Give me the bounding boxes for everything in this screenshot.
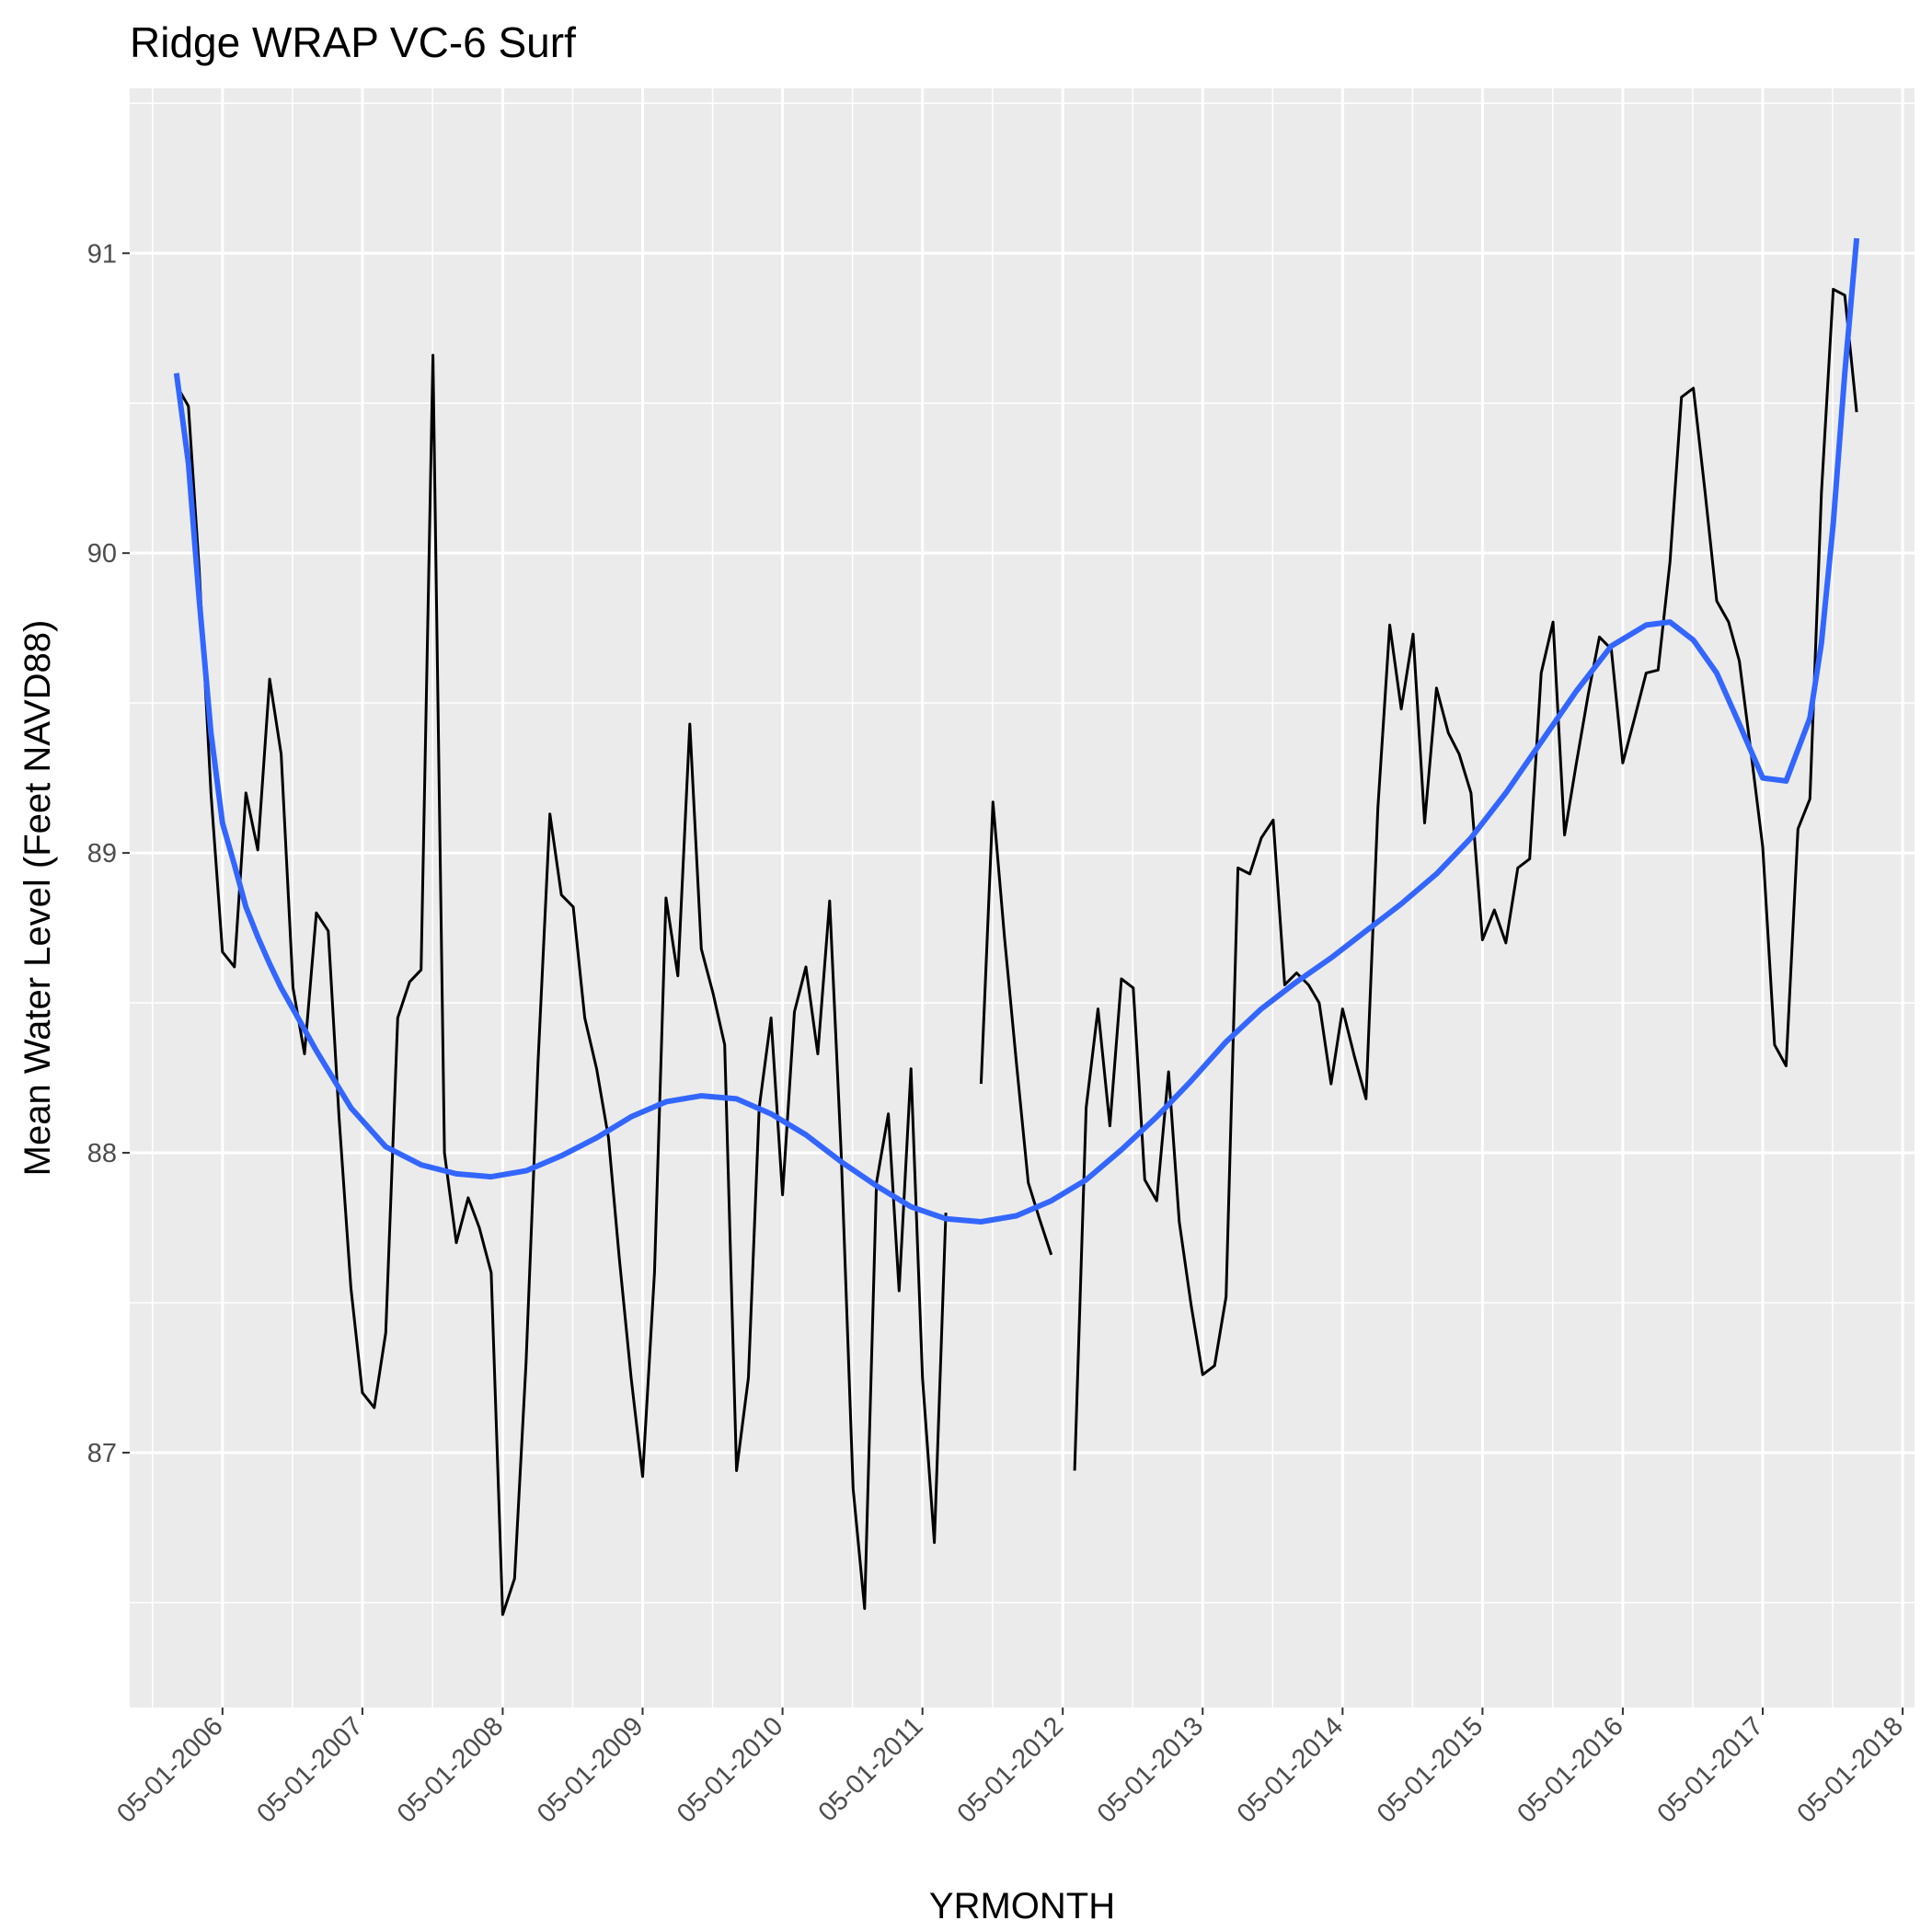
x-axis: 05-01-2006 05-01-2007 05-01-2008 05-01-2009…: [111, 1708, 1909, 1829]
y-axis-title: Mean Water Level (Feet NAVD88): [17, 620, 58, 1177]
series-line-observed: [175, 353, 948, 1616]
x-tick-label: 05-01-2017: [1651, 1711, 1769, 1829]
y-axis: 87 88 89 90 91: [87, 239, 130, 1468]
y-tick-label: 89: [87, 839, 117, 868]
x-tick-label: 05-01-2012: [952, 1711, 1070, 1829]
x-tick-label: 05-01-2018: [1792, 1711, 1910, 1829]
x-tick-label: 05-01-2013: [1092, 1711, 1210, 1829]
series-line-observed: [979, 800, 1053, 1256]
x-tick-label: 05-01-2009: [532, 1711, 650, 1829]
x-tick-label: 05-01-2010: [672, 1711, 789, 1829]
x-axis-title: YRMONTH: [929, 1886, 1115, 1926]
series-line-smooth: [173, 237, 1860, 1225]
y-tick-label: 88: [87, 1139, 117, 1168]
x-tick-label: 05-01-2011: [813, 1711, 929, 1827]
y-tick-label: 91: [87, 239, 117, 269]
x-tick-label: 05-01-2006: [111, 1711, 229, 1829]
series-layer: [173, 237, 1860, 1616]
x-tick-label: 05-01-2014: [1232, 1711, 1350, 1829]
x-tick-label: 05-01-2008: [392, 1711, 510, 1829]
series-line-observed: [1073, 287, 1858, 1471]
y-tick-label: 87: [87, 1439, 117, 1468]
x-tick-label: 05-01-2015: [1372, 1711, 1489, 1829]
grid-major: [130, 88, 1915, 1708]
chart-title: Ridge WRAP VC-6 Surf: [130, 18, 576, 66]
x-tick-label: 05-01-2016: [1512, 1711, 1629, 1829]
plot-panel: [130, 88, 1915, 1708]
grid-minor: [130, 88, 1915, 1708]
x-tick-label: 05-01-2007: [251, 1711, 369, 1829]
y-tick-label: 90: [87, 539, 117, 569]
